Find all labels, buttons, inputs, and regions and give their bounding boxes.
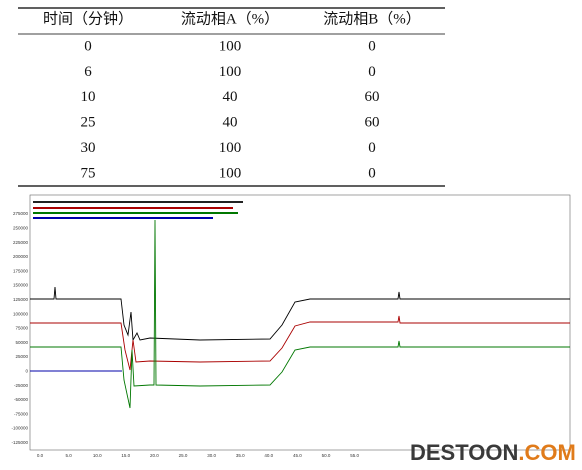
y-tick-label: 200000 <box>13 254 29 259</box>
table-cell: 0 <box>368 64 376 80</box>
legend <box>33 201 243 219</box>
table-cell: 60 <box>365 115 380 131</box>
y-tick-label: 50000 <box>15 340 28 345</box>
y-tick-label: 250000 <box>13 225 29 230</box>
table-cell: 0 <box>368 165 376 181</box>
x-tick-label: 35.0 <box>236 453 245 458</box>
x-tick-label: 30.0 <box>207 453 216 458</box>
table-header: 流动相B（%） <box>323 10 421 27</box>
y-tick-label: -100000 <box>11 426 28 431</box>
table-cell: 25 <box>81 115 96 131</box>
y-tick-label: -25000 <box>14 383 29 388</box>
x-tick-label: 0.0 <box>37 453 44 458</box>
x-tick-label: 50.0 <box>322 453 331 458</box>
y-tick-label: -125000 <box>11 440 28 445</box>
trace <box>30 286 570 342</box>
y-tick-label: 225000 <box>13 240 29 245</box>
table-cell: 100 <box>219 165 242 181</box>
table-cell: 10 <box>81 89 96 105</box>
table-header: 时间（分钟） <box>43 10 133 27</box>
table-cell: 40 <box>223 115 238 131</box>
x-tick-label: 40.0 <box>264 453 273 458</box>
chromatogram: 2750002500002250002000001750001500001250… <box>11 194 571 458</box>
x-tick-label: 25.0 <box>179 453 188 458</box>
table-cell: 0 <box>84 38 92 54</box>
table-cell: 75 <box>81 165 96 181</box>
trace <box>30 315 570 371</box>
x-tick-label: 45.0 <box>293 453 302 458</box>
x-tick-label: 55.0 <box>350 453 359 458</box>
legend-line <box>33 217 213 219</box>
watermark-text: DESTOON <box>410 440 518 465</box>
table: 时间（分钟） 流动相A（%） 流动相B（%） 0 100 0 6 100 0 10 40 60 25 40… <box>43 10 421 181</box>
y-tick-label: 275000 <box>13 211 29 216</box>
table-cell: 60 <box>365 89 380 105</box>
table-header: 流动相A（%） <box>181 10 279 27</box>
y-tick-label: -50000 <box>14 397 29 402</box>
watermark: DESTOON.COM <box>410 440 576 465</box>
x-tick-label: 15.0 <box>121 453 130 458</box>
legend-line <box>33 212 238 214</box>
table-cell: 6 <box>84 64 92 80</box>
table-cell: 30 <box>81 140 96 156</box>
y-tick-label: 0 <box>25 368 28 373</box>
table-cell: 100 <box>219 140 242 156</box>
trace <box>30 219 570 409</box>
legend-line <box>33 201 243 203</box>
table-cell: 100 <box>219 38 242 54</box>
y-tick-label: 175000 <box>13 268 29 273</box>
plot-frame <box>29 194 571 451</box>
table-cell: 0 <box>368 140 376 156</box>
table-cell: 40 <box>223 89 238 105</box>
y-tick-label: 75000 <box>15 326 28 331</box>
x-tick-label: 5.0 <box>65 453 72 458</box>
y-tick-label: 100000 <box>13 311 29 316</box>
y-tick-label: 150000 <box>13 283 29 288</box>
axes: 2750002500002250002000001750001500001250… <box>11 211 359 458</box>
y-tick-label: -75000 <box>14 411 29 416</box>
y-tick-label: 125000 <box>13 297 29 302</box>
x-tick-label: 10.0 <box>93 453 102 458</box>
x-tick-label: 20.0 <box>150 453 159 458</box>
watermark-text: .COM <box>518 440 575 465</box>
table-cell: 0 <box>368 38 376 54</box>
y-tick-label: 25000 <box>15 354 28 359</box>
table-cell: 100 <box>219 64 242 80</box>
legend-line <box>33 207 233 209</box>
